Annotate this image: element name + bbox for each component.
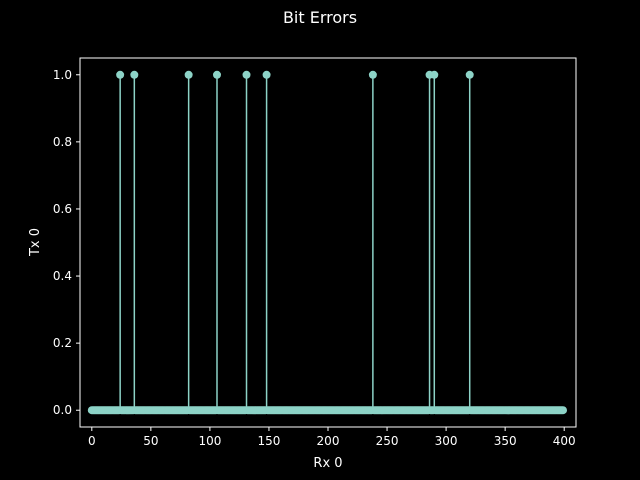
plot-marks	[87, 70, 568, 415]
x-tick-label: 50	[143, 434, 158, 448]
data-point	[559, 406, 568, 415]
error-point	[430, 70, 439, 79]
error-point	[262, 70, 271, 79]
y-axis-ticks: 0.0 0.2 0.4 0.6 0.8 1.0	[53, 68, 80, 417]
error-point	[465, 70, 474, 79]
error-point	[212, 70, 221, 79]
x-tick-label: 100	[198, 434, 221, 448]
y-axis-label: Tx 0	[28, 228, 43, 257]
x-tick-label: 150	[257, 434, 280, 448]
error-point	[184, 70, 193, 79]
y-tick-label: 1.0	[53, 68, 72, 82]
y-tick-label: 0.4	[53, 269, 72, 283]
y-tick-label: 0.8	[53, 135, 72, 149]
x-axis-ticks: 0 50 100 150 200 250 300 350 400	[88, 427, 576, 448]
x-tick-label: 200	[317, 434, 340, 448]
error-point	[130, 70, 139, 79]
y-tick-label: 0.0	[53, 403, 72, 417]
error-point	[368, 70, 377, 79]
x-tick-label: 0	[88, 434, 96, 448]
x-tick-label: 400	[553, 434, 576, 448]
x-axis-label: Rx 0	[313, 456, 342, 471]
y-tick-label: 0.6	[53, 202, 72, 216]
y-tick-label: 0.2	[53, 336, 72, 350]
error-point	[116, 70, 125, 79]
error-point	[242, 70, 251, 79]
x-tick-label: 250	[376, 434, 399, 448]
chart-title: Bit Errors	[283, 8, 357, 27]
x-tick-label: 300	[435, 434, 458, 448]
x-tick-label: 350	[494, 434, 517, 448]
